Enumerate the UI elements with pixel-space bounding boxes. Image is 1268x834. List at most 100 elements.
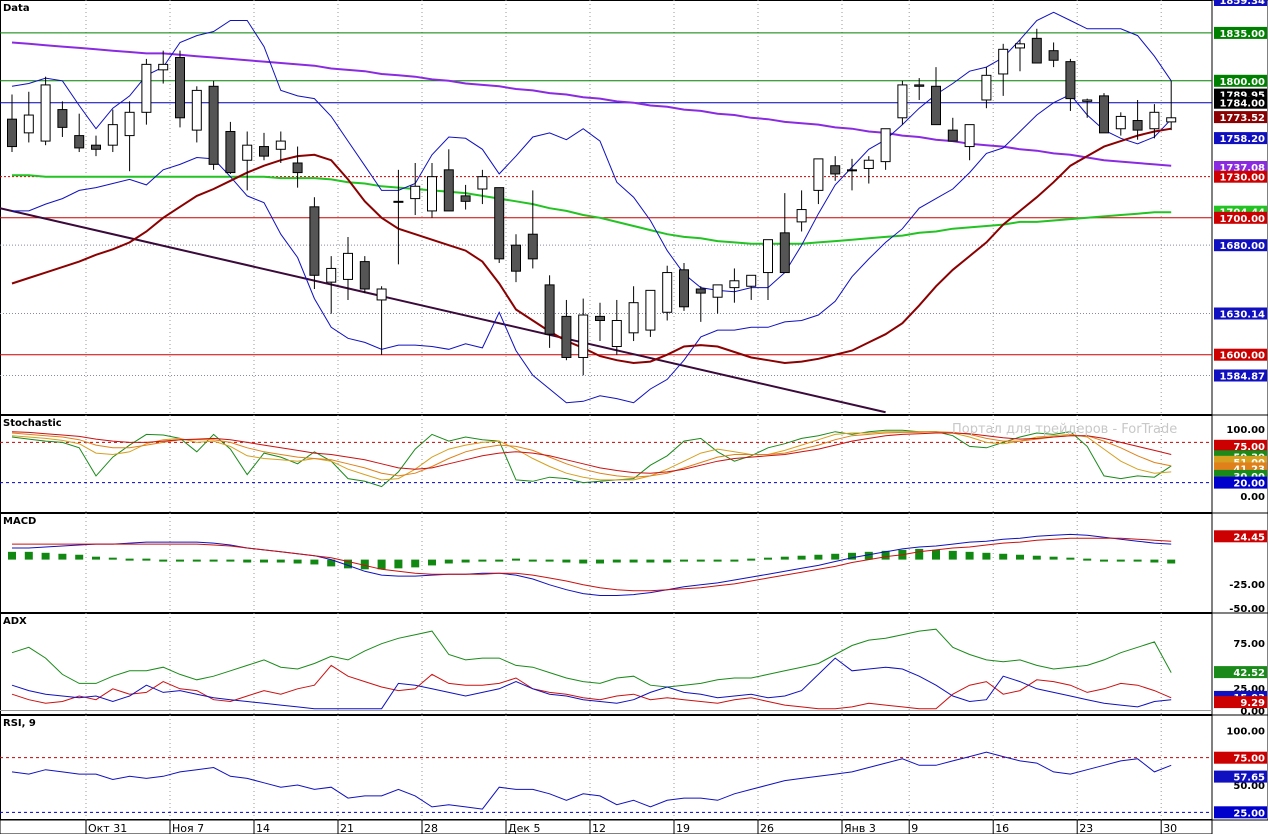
panel-4-title: RSI, 9 <box>3 718 36 729</box>
candle-68 <box>1149 104 1160 139</box>
candle-60 <box>1015 39 1025 72</box>
price-tag-0: 1859.34 <box>1214 0 1267 7</box>
price-tag-11-bg <box>1214 239 1267 252</box>
candle-49-body <box>830 165 841 175</box>
candle-52-body <box>880 128 891 163</box>
macd-bar-8 <box>142 558 151 561</box>
rsi-tag-2: 25.00 <box>1214 806 1267 819</box>
panel-3-frame <box>0 613 1213 715</box>
candle-29-body <box>494 187 505 260</box>
x-tick-label-0: Окт 31 <box>88 822 127 834</box>
macd-bar-35 <box>596 559 604 564</box>
panel-1-frame <box>0 415 1213 513</box>
candle-32 <box>544 275 555 348</box>
candle-69 <box>1166 80 1177 131</box>
adx-line-0 <box>11 628 1172 688</box>
price-tag-5-bg <box>1214 111 1267 124</box>
rsi-tag-2-bg <box>1214 806 1267 819</box>
macd-bar-18 <box>310 559 319 565</box>
macd-bar-43 <box>730 559 739 562</box>
candle-44-body <box>746 274 757 287</box>
rsi-line-0 <box>11 751 1172 810</box>
x-tick-label-8: 26 <box>760 822 774 834</box>
macd-bar-32 <box>545 559 554 562</box>
candle-56-body <box>947 129 958 142</box>
price-tag-13-bg <box>1214 348 1267 361</box>
panel-4-frame <box>0 715 1213 820</box>
macd-bar-42 <box>713 559 722 562</box>
candle-41-body <box>695 288 706 294</box>
panel-2-frame <box>0 513 1213 613</box>
sma-mid-line <box>12 174 1172 245</box>
macd-bar-19 <box>327 559 336 567</box>
macd-bar-28 <box>478 559 487 562</box>
stoch-line-2 <box>11 431 1172 478</box>
candle-16-body <box>275 140 286 150</box>
rsi-tag-0: 75.00 <box>1214 751 1267 765</box>
price-tag-0-bg <box>1214 0 1267 6</box>
price-tag-4-label: 1784.00 <box>1219 99 1265 110</box>
macd-bar-27 <box>461 559 470 563</box>
candle-40 <box>679 262 689 311</box>
candle-64-body <box>1082 99 1093 102</box>
candle-36 <box>611 299 622 355</box>
macd-bar-67 <box>1133 559 1142 562</box>
price-tag-10-bg <box>1214 211 1267 224</box>
price-tag-12-label: 1630.14 <box>1219 310 1265 321</box>
candle-16 <box>275 131 286 163</box>
candle-18-body <box>309 206 320 276</box>
macd-bar-9 <box>159 559 168 562</box>
rsi-tag-1: 57.65 <box>1214 770 1267 784</box>
panel-0-title: Data <box>3 3 30 14</box>
candle-20 <box>343 236 353 300</box>
macd-bar-15 <box>260 559 268 563</box>
price-tag-2-label: 1800.00 <box>1219 77 1265 88</box>
price-tag-12-bg <box>1214 307 1267 320</box>
stoch-tick-0: 100.00 <box>1226 425 1265 436</box>
macd-bar-3 <box>58 553 67 560</box>
x-tick-label-1: Ноя 7 <box>172 822 204 834</box>
candle-67-body <box>1132 120 1143 131</box>
rsi-tag-0-bg <box>1214 751 1267 764</box>
candle-37-body <box>628 302 639 334</box>
candle-49 <box>830 156 841 181</box>
candle-41 <box>695 286 706 322</box>
candle-44 <box>746 274 757 300</box>
candle-67 <box>1132 99 1143 140</box>
x-tick-label-6: 12 <box>592 822 606 834</box>
macd-bar-25 <box>428 559 436 566</box>
candle-57 <box>964 124 975 161</box>
rsi-tag-1-bg <box>1214 770 1267 783</box>
macd-line <box>12 533 1172 596</box>
x-tick-label-10: 9 <box>911 822 918 834</box>
candle-63 <box>1065 58 1076 111</box>
adx-tick-1: 25.00 <box>1233 684 1265 695</box>
candle-22-body <box>376 288 387 301</box>
price-tag-10: 1700.00 <box>1214 211 1267 225</box>
candle-15-body <box>259 146 269 157</box>
price-tag-2: 1800.00 <box>1214 74 1267 88</box>
candle-57-body <box>964 124 975 148</box>
candle-62-body <box>1048 50 1059 61</box>
x-tick-label-12: 23 <box>1079 822 1093 834</box>
stoch-tag-0-label: 75.00 <box>1233 442 1265 453</box>
rsi-tag-1-label: 57.65 <box>1233 773 1265 784</box>
ema-short-line <box>11 127 1172 365</box>
candle-65-body <box>1099 95 1109 134</box>
candle-58-body <box>981 74 992 101</box>
candle-10 <box>175 50 185 128</box>
macd-bar-22 <box>377 559 386 570</box>
candle-7-body <box>124 111 135 137</box>
macd-bar-44 <box>747 558 756 561</box>
candle-34-body <box>578 314 589 358</box>
candle-45 <box>763 239 773 300</box>
candle-46 <box>779 193 790 274</box>
candle-48 <box>813 158 824 205</box>
candle-42-body <box>712 284 723 298</box>
candle-58 <box>981 67 992 109</box>
candle-13 <box>225 121 236 174</box>
candle-5 <box>91 135 101 157</box>
macd-bar-0 <box>8 551 16 560</box>
stoch-tag-5: 20.00 <box>1214 476 1267 490</box>
